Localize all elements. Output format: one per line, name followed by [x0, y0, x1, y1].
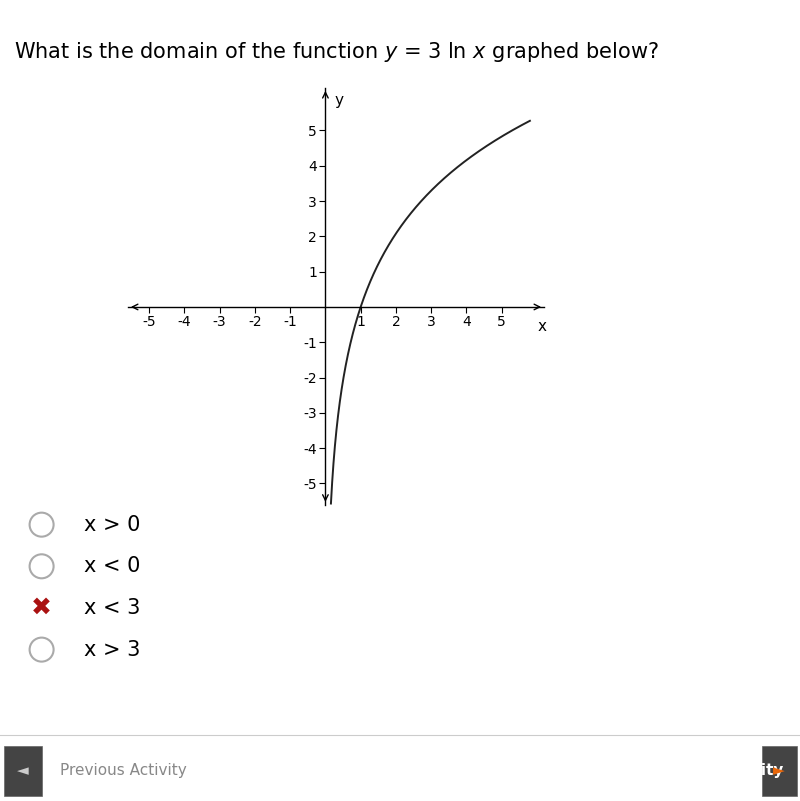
Text: x > 0: x > 0: [84, 515, 140, 534]
Text: ✖: ✖: [31, 596, 52, 620]
Text: Next Activity: Next Activity: [672, 763, 783, 779]
Text: Previous Activity: Previous Activity: [60, 763, 186, 779]
Text: ►: ►: [774, 763, 785, 779]
Text: y: y: [334, 94, 343, 108]
Text: x > 3: x > 3: [84, 640, 140, 659]
Text: x < 0: x < 0: [84, 557, 140, 576]
FancyBboxPatch shape: [762, 746, 797, 796]
Text: x: x: [538, 320, 546, 334]
Text: What is the domain of the function $\it{y}$ = 3 ln $\it{x}$ graphed below?: What is the domain of the function $\it{…: [14, 40, 659, 63]
Text: ◄: ◄: [18, 763, 29, 779]
FancyBboxPatch shape: [4, 746, 42, 796]
Text: x < 3: x < 3: [84, 598, 140, 618]
